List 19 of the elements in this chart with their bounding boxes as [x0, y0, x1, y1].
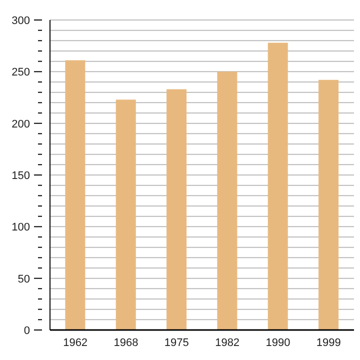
bar: [166, 89, 187, 330]
x-tick-label: 1982: [215, 336, 240, 349]
x-tick-label: 1990: [266, 336, 290, 349]
bar: [116, 100, 136, 330]
y-tick-label: 200: [12, 118, 30, 130]
bar: [318, 80, 339, 330]
bar: [268, 42, 288, 330]
y-tick-label: 50: [18, 273, 30, 286]
bar: [65, 60, 86, 330]
y-tick-label: 300: [12, 15, 30, 27]
y-tick-label: 0: [24, 325, 30, 337]
x-tick-label: 1968: [114, 336, 138, 349]
x-tick-label: 1975: [164, 336, 189, 349]
y-tick-label: 100: [12, 222, 30, 234]
y-tick-label: 250: [12, 66, 30, 79]
x-tick-label: 1999: [316, 336, 341, 349]
y-tick-label: 150: [12, 170, 30, 182]
bar: [217, 72, 238, 330]
x-tick-label: 1962: [63, 336, 88, 349]
